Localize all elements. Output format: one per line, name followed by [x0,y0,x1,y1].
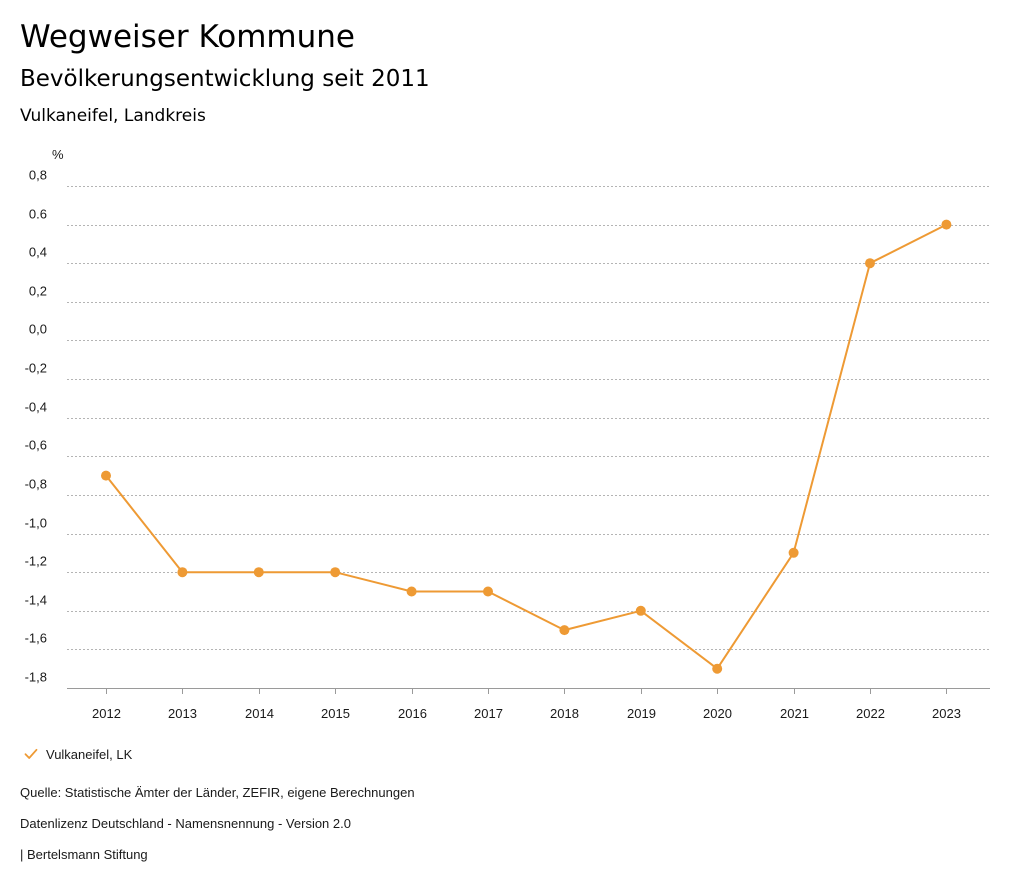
page-title: Wegweiser Kommune [20,19,355,55]
y-tick-label: 0.6 [29,207,47,222]
y-tick-label: -1,0 [25,516,47,531]
chart-title: Bevölkerungsentwicklung seit 2011 [20,66,430,92]
legend-item-label: Vulkaneifel, LK [46,746,133,762]
credit-note: | Bertelsmann Stiftung [20,847,148,862]
data-series [101,219,952,674]
x-tick-label: 2020 [703,706,732,721]
y-tick-label: -1,8 [25,670,47,685]
data-point-2015[interactable] [330,567,341,578]
legend[interactable]: Vulkaneifel, LK [24,745,132,763]
data-point-2019[interactable] [635,605,646,616]
y-tick-label: -1,4 [25,593,47,608]
axes [106,688,947,694]
data-point-2017[interactable] [483,586,493,597]
license-note: Datenlizenz Deutschland - Namensnennung … [20,816,351,831]
chart-subtitle: Vulkaneifel, Landkreis [20,106,206,126]
y-tick-label: -0,6 [25,438,47,453]
data-point-2022[interactable] [865,258,875,269]
x-tick-label: 2014 [245,706,274,721]
grid-lines [67,186,990,689]
data-point-2018[interactable] [559,625,570,636]
x-tick-label: 2017 [474,706,503,721]
source-note: Quelle: Statistische Ämter der Länder, Z… [20,785,415,800]
x-tick-label: 2021 [780,706,809,721]
data-point-2012[interactable] [101,470,111,481]
y-tick-label: -0,4 [25,400,47,415]
y-axis-label: % [52,147,64,162]
series-line [105,223,948,670]
data-point-2023[interactable] [941,219,952,230]
x-tick-label: 2012 [92,706,121,721]
x-tick-label: 2016 [398,706,427,721]
x-tick-label: 2019 [627,706,656,721]
data-point-2013[interactable] [177,567,188,578]
y-tick-label: -0,2 [25,361,47,376]
data-point-2016[interactable] [406,586,417,597]
data-point-2014[interactable] [253,567,264,578]
x-tick-label: 2018 [550,706,579,721]
y-tick-label: 0,0 [29,322,47,337]
data-point-2020[interactable] [712,663,723,674]
y-tick-label: -0,8 [25,477,47,492]
y-tick-label: 0,4 [29,245,47,260]
data-point-2021[interactable] [788,547,799,558]
x-tick-label: 2013 [168,706,197,721]
line-chart: % 0,8 0.6 0,4 0,2 0,0 -0,2 -0,4 -0,6 -0,8 -1,0 -1,… [25,147,990,721]
y-tick-label: 0,2 [29,284,47,299]
y-axis-ticks: 0,8 0.6 0,4 0,2 0,0 -0,2 -0,4 -0,6 -0,8 -1,0 -1,2 -… [25,168,47,685]
check-icon [24,748,38,759]
x-tick-label: 2023 [932,706,961,721]
x-tick-label: 2015 [321,706,350,721]
y-tick-label: -1,6 [25,631,47,646]
y-tick-label: 0,8 [29,168,47,183]
y-tick-label: -1,2 [25,554,47,569]
x-axis-ticks: 2012 2013 2014 2015 2016 2017 2018 2019 2020 2021… [92,706,961,721]
x-tick-label: 2022 [856,706,885,721]
